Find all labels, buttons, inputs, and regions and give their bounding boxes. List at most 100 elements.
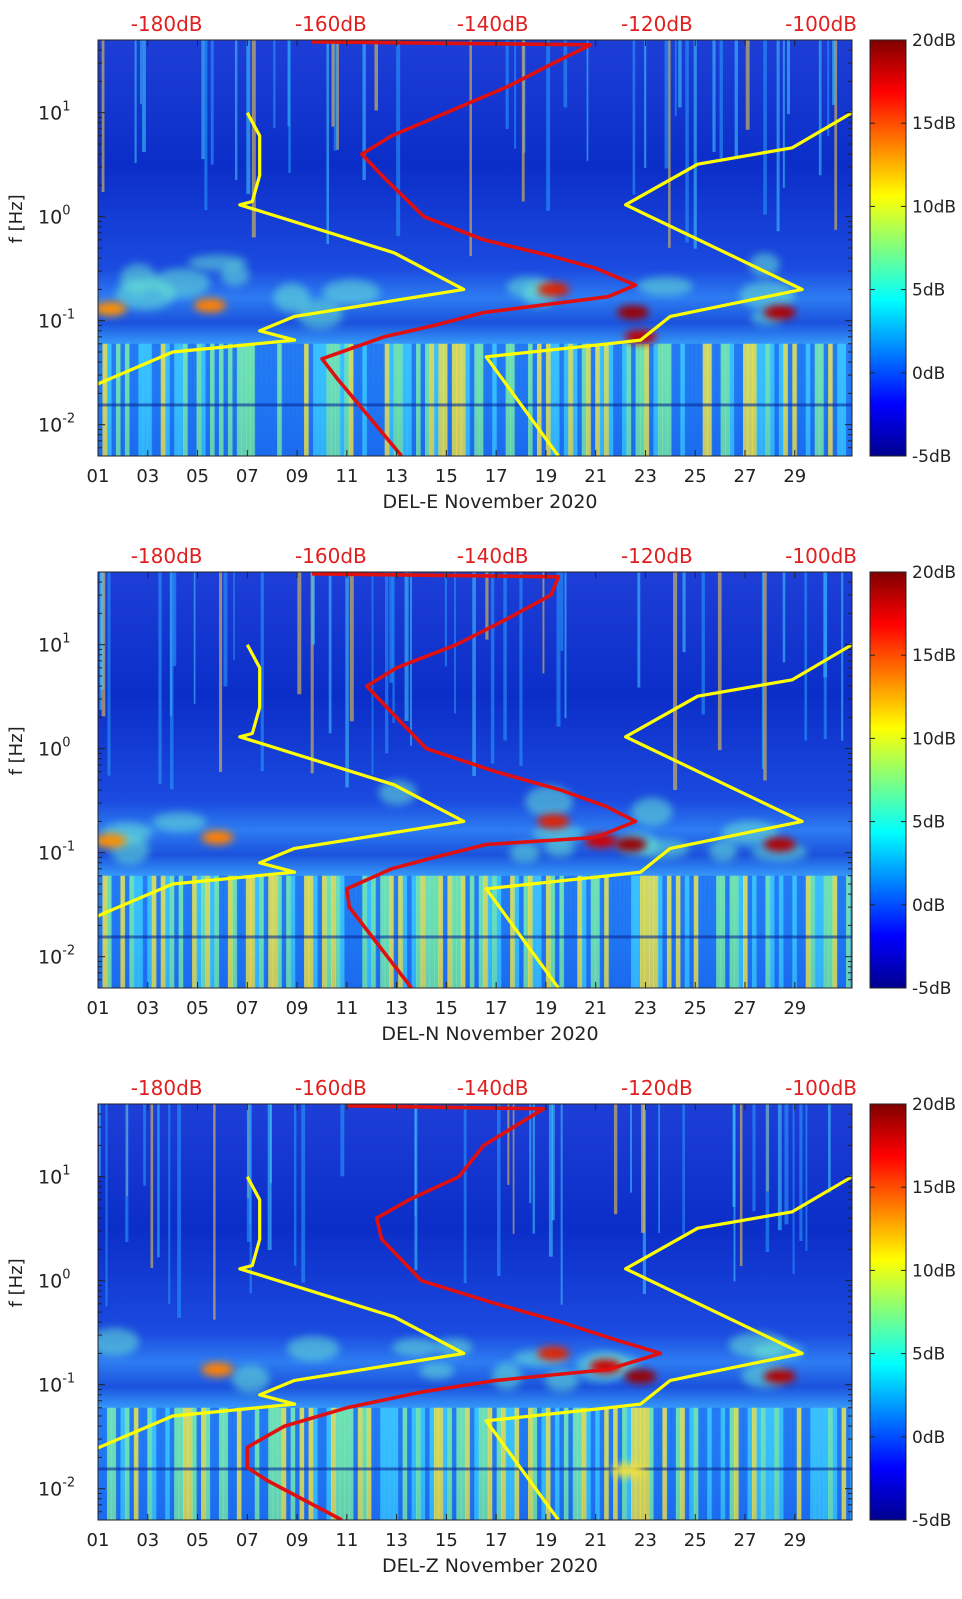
spectrogram-column <box>707 875 713 988</box>
y-tick-mantissa: 10 <box>38 1375 62 1397</box>
spectrogram-column <box>828 1407 834 1520</box>
spectrogram-streak <box>551 1104 555 1221</box>
spectrogram-column <box>456 343 462 456</box>
hotspot <box>201 1362 234 1377</box>
x-tick-label: 23 <box>634 466 657 487</box>
spectrogram-column <box>102 875 108 988</box>
spectrogram-streak <box>685 40 689 243</box>
top-axis-db-label: -120dB <box>621 1076 693 1100</box>
spectrogram-column <box>353 875 359 988</box>
spectrogram-column <box>469 343 475 456</box>
spectrogram-column <box>133 875 139 988</box>
spectrogram-streak <box>331 40 335 127</box>
spectrogram-column <box>205 1407 211 1520</box>
colorbar-tick-label: 10dB <box>912 197 956 217</box>
spectrogram-column <box>429 1407 435 1520</box>
spectrogram-column <box>299 1407 305 1520</box>
spectrogram-streak <box>712 40 716 153</box>
spectrogram-streak <box>168 1104 171 1304</box>
spectrogram-column <box>483 1407 489 1520</box>
spectrogram-column <box>187 1407 193 1520</box>
x-tick-label: 25 <box>684 466 707 487</box>
spectrogram-column <box>335 875 341 988</box>
y-tick-label: 10-2 <box>38 412 75 437</box>
spectrogram-column <box>783 343 789 456</box>
x-tick-label: 01 <box>87 998 110 1019</box>
spectrogram-column <box>792 1407 798 1520</box>
spectrogram-column <box>299 875 305 988</box>
spectrogram-column <box>846 1407 852 1520</box>
spectrogram-column <box>236 875 242 988</box>
spectrogram-column <box>698 875 704 988</box>
spectrogram-column <box>451 1407 457 1520</box>
spectrogram-streak <box>410 572 412 746</box>
spectrogram-blob <box>220 264 250 286</box>
spectrogram-blob <box>544 838 575 858</box>
x-tick-label: 29 <box>783 998 806 1019</box>
spectrogram-column <box>115 1407 121 1520</box>
spectrogram-blob <box>509 842 541 863</box>
spectrogram-streak <box>414 1104 418 1270</box>
spectrogram-streak <box>761 572 764 769</box>
spectrogram-column <box>335 1407 341 1520</box>
y-axis-label: f [Hz] <box>6 726 27 775</box>
spectrogram-column <box>765 1407 771 1520</box>
spectrogram-column <box>832 343 838 456</box>
spectrogram-column <box>326 1407 332 1520</box>
spectrogram-column <box>478 343 484 456</box>
spectrogram-column <box>653 875 659 988</box>
spectrogram-column <box>684 875 690 988</box>
spectrogram-column <box>487 1407 493 1520</box>
spectrogram-column <box>254 343 260 456</box>
spectrogram-column <box>254 1407 260 1520</box>
spectrogram-column <box>787 343 793 456</box>
spectrogram-column <box>290 343 296 456</box>
spectrogram-column <box>460 1407 466 1520</box>
spectrogram-streak <box>834 40 838 230</box>
spectrogram-streak <box>297 572 302 695</box>
spectrogram-column <box>523 875 529 988</box>
spectrogram-column <box>420 875 426 988</box>
spectrogram-streak <box>763 572 767 781</box>
spectrogram-streak <box>693 40 697 249</box>
spectrogram-column <box>429 875 435 988</box>
spectrogram-streak <box>776 40 780 232</box>
spectrogram-column <box>209 1407 216 1520</box>
spectrogram-column <box>236 1407 242 1520</box>
spectrogram-column <box>308 1407 314 1520</box>
spectrogram-column <box>693 1407 699 1520</box>
spectrogram-column <box>429 343 435 456</box>
top-axis-db-label: -120dB <box>621 12 693 36</box>
spectrogram-column <box>124 1407 130 1520</box>
spectrogram-column <box>657 1407 663 1520</box>
spectrogram-column <box>846 875 852 988</box>
spectrogram-column <box>250 1407 256 1520</box>
spectrogram-column <box>774 875 780 988</box>
spectrogram-column <box>335 343 341 456</box>
y-tick-mantissa: 10 <box>38 415 62 437</box>
spectrogram-column <box>604 875 610 988</box>
spectrogram-column <box>720 1407 726 1520</box>
x-tick-label: 03 <box>136 998 159 1019</box>
spectrogram-streak <box>658 1104 660 1234</box>
spectrogram-column <box>232 1407 238 1520</box>
spectrogram-column <box>375 343 381 456</box>
spectrogram-column <box>765 343 771 456</box>
spectrogram-column <box>344 343 350 456</box>
spectrogram-column <box>147 875 153 988</box>
y-tick-exponent: 1 <box>62 1164 70 1179</box>
spectrogram-column <box>599 875 605 988</box>
spectrogram-column <box>442 875 448 988</box>
spectrogram-column <box>505 343 511 456</box>
spectrogram-column <box>106 343 113 456</box>
spectrogram-streak <box>765 1104 770 1253</box>
spectrogram-column <box>192 1407 198 1520</box>
spectrogram-column <box>792 343 798 456</box>
spectrogram-streak <box>311 572 315 645</box>
spectrogram-streak <box>105 1104 108 1307</box>
top-axis-db-label: -100dB <box>785 1076 857 1100</box>
spectrogram-column <box>666 1407 672 1520</box>
spectrogram-column <box>290 875 296 988</box>
spectrogram-column <box>631 343 637 456</box>
spectrogram-column <box>174 1407 180 1520</box>
